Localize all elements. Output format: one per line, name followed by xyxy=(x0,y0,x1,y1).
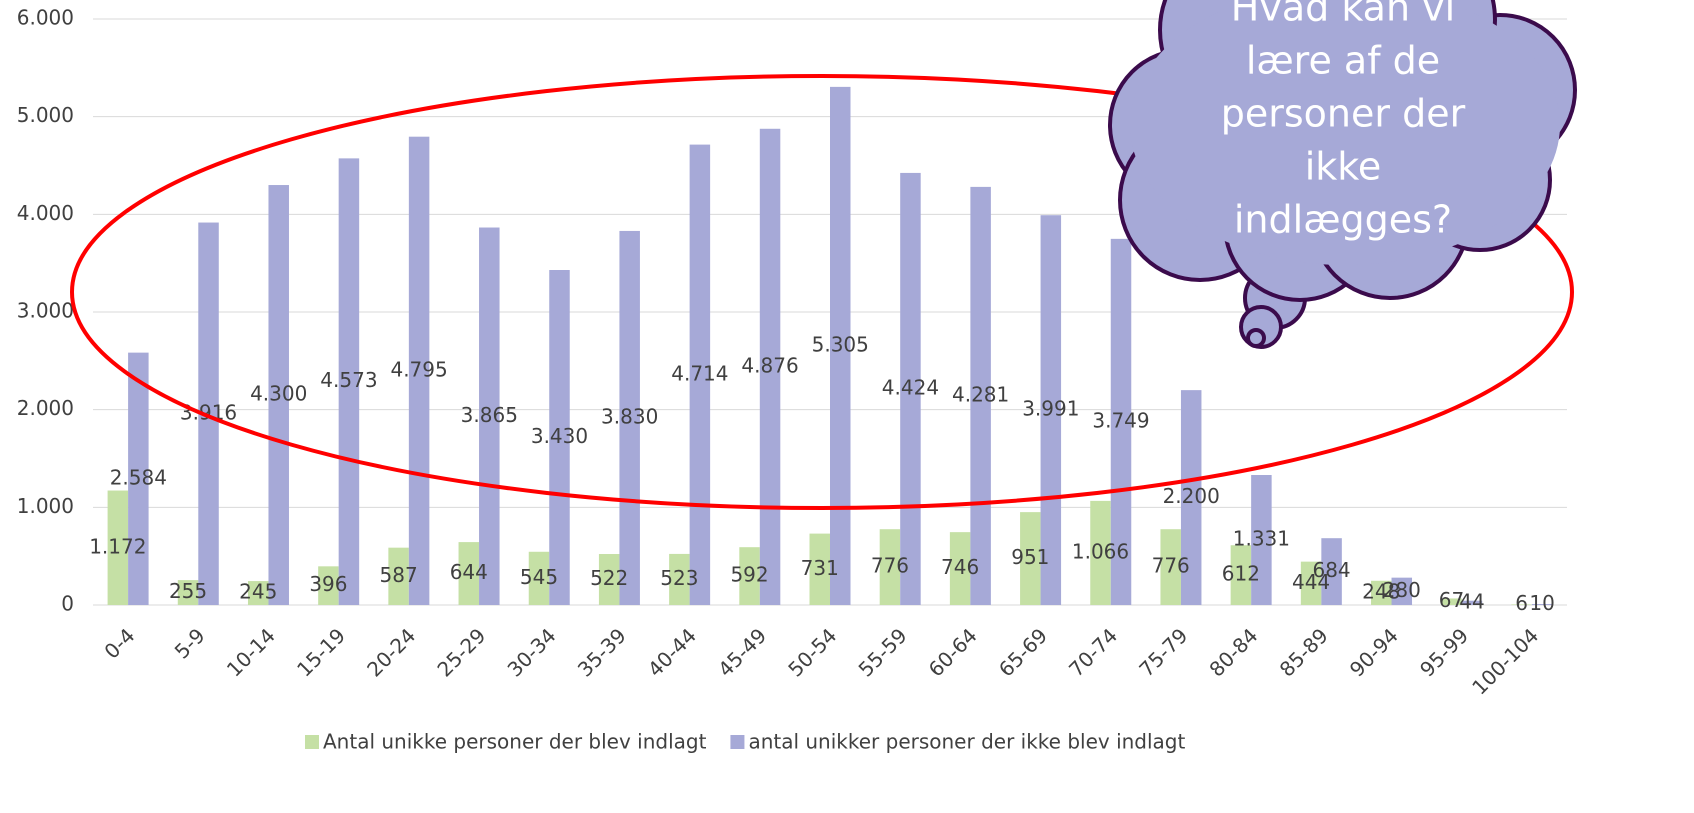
data-label: 2.200 xyxy=(1163,484,1220,508)
annotation-text: indlægges? xyxy=(1234,198,1452,242)
data-label: 776 xyxy=(871,554,909,578)
data-label: 3.991 xyxy=(1022,397,1079,421)
x-tick-label: 75-79 xyxy=(1134,623,1192,681)
annotation-text: ikke xyxy=(1305,145,1382,189)
data-label: 644 xyxy=(450,560,488,584)
x-tick-label: 80-84 xyxy=(1204,623,1262,681)
data-label: 951 xyxy=(1011,545,1049,569)
data-label: 523 xyxy=(660,566,698,590)
data-label: 1.172 xyxy=(89,534,146,558)
data-label: 10 xyxy=(1529,591,1554,615)
y-tick-label: 2.000 xyxy=(17,396,74,420)
x-tick-label: 90-94 xyxy=(1345,623,1403,681)
data-label: 280 xyxy=(1383,578,1421,602)
x-tick-label: 40-44 xyxy=(643,623,701,681)
data-label: 4.573 xyxy=(320,368,377,392)
x-tick-label: 60-64 xyxy=(924,623,982,681)
x-tick-label: 5-9 xyxy=(170,623,210,663)
data-label: 6 xyxy=(1515,591,1528,615)
data-label: 4.300 xyxy=(250,382,307,406)
data-label: 3.749 xyxy=(1092,408,1149,432)
x-tick-label: 85-89 xyxy=(1275,623,1333,681)
data-label: 684 xyxy=(1312,558,1350,582)
data-label: 592 xyxy=(730,563,768,587)
x-tick-label: 100-104 xyxy=(1467,623,1543,699)
annotation-text: lære af de xyxy=(1246,39,1440,83)
x-tick-label: 95-99 xyxy=(1415,623,1473,681)
data-label: 4.795 xyxy=(390,357,447,381)
y-tick-label: 0 xyxy=(61,592,74,616)
chart: 0 1.000 2.000 3.000 4.000 5.000 6.000 0-4 5-9 10-… xyxy=(0,0,1694,813)
data-label: 612 xyxy=(1222,562,1260,586)
y-tick-label: 6.000 xyxy=(17,6,74,30)
x-tick-label: 0-4 xyxy=(99,623,139,663)
data-label: 396 xyxy=(309,572,347,596)
y-tick-label: 4.000 xyxy=(17,201,74,225)
legend-marker xyxy=(305,735,319,749)
annotation-text: Hvad kan vi xyxy=(1231,0,1455,30)
data-label: 4.876 xyxy=(741,353,798,377)
legend-marker xyxy=(730,735,744,749)
data-label: 545 xyxy=(520,565,558,589)
x-tick-label: 10-14 xyxy=(222,623,280,681)
data-label: 4.424 xyxy=(882,375,939,399)
x-tick-label: 20-24 xyxy=(362,623,420,681)
data-label: 522 xyxy=(590,566,628,590)
data-label: 44 xyxy=(1459,589,1484,613)
x-tick-label: 50-54 xyxy=(783,623,841,681)
data-label: 3.916 xyxy=(180,400,237,424)
x-tick-label: 35-39 xyxy=(573,623,631,681)
x-tick-label: 45-49 xyxy=(713,623,771,681)
data-label: 255 xyxy=(169,579,207,603)
y-tick-label: 3.000 xyxy=(17,299,74,323)
data-label: 5.305 xyxy=(812,332,869,356)
data-label: 3.830 xyxy=(601,404,658,428)
x-tick-label: 65-69 xyxy=(994,623,1052,681)
legend-label: antal unikker personer der ikke blev ind… xyxy=(748,730,1185,754)
x-tick-label: 25-29 xyxy=(432,623,490,681)
x-tick-label: 70-74 xyxy=(1064,623,1122,681)
data-label: 776 xyxy=(1152,554,1190,578)
data-label: 4.714 xyxy=(671,361,728,385)
x-tick-label: 55-59 xyxy=(854,623,912,681)
legend-label: Antal unikke personer der blev indlagt xyxy=(323,730,707,754)
data-label: 1.066 xyxy=(1072,539,1129,563)
data-label: 3.430 xyxy=(531,424,588,448)
x-tick-label: 15-19 xyxy=(292,623,350,681)
y-tick-label: 5.000 xyxy=(17,103,74,127)
data-label: 4.281 xyxy=(952,382,1009,406)
data-label: 746 xyxy=(941,555,979,579)
data-label: 731 xyxy=(801,556,839,580)
data-label: 3.865 xyxy=(461,403,518,427)
data-label: 245 xyxy=(239,580,277,604)
x-tick-label: 30-34 xyxy=(503,623,561,681)
y-tick-label: 1.000 xyxy=(17,494,74,518)
data-label: 2.584 xyxy=(110,465,167,489)
data-label: 1.331 xyxy=(1233,527,1290,551)
annotation-text: personer der xyxy=(1221,92,1466,136)
data-label: 587 xyxy=(380,563,418,587)
